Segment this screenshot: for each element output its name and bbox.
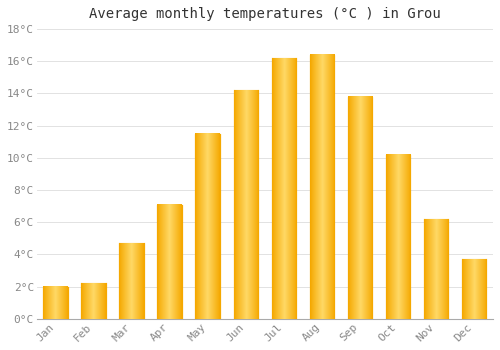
Bar [44, 287, 68, 319]
Bar [424, 219, 448, 319]
Bar [310, 55, 334, 319]
Bar [272, 58, 296, 319]
Bar [462, 259, 486, 319]
Bar [234, 90, 258, 319]
Bar [120, 243, 144, 319]
Title: Average monthly temperatures (°C ) in Grou: Average monthly temperatures (°C ) in Gr… [89, 7, 441, 21]
Bar [386, 155, 410, 319]
Bar [82, 284, 106, 319]
Bar [158, 204, 182, 319]
Bar [196, 134, 220, 319]
Bar [348, 97, 372, 319]
